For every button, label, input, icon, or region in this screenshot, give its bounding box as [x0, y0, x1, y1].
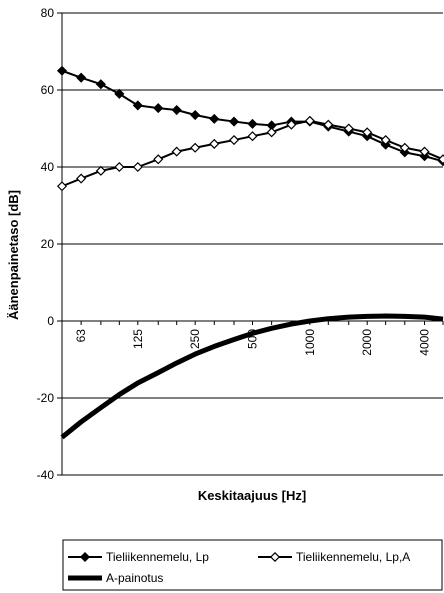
grid-layer — [62, 12, 443, 476]
series-1-point-18 — [399, 142, 410, 153]
y-tick-label-3: 20 — [41, 237, 55, 251]
series-0-point-1 — [76, 72, 87, 83]
series-1-point-16 — [362, 127, 373, 138]
y-tick-label-1: -20 — [37, 391, 55, 405]
x-tick-label-1: 125 — [131, 329, 145, 349]
legend-swatch-marker-1 — [269, 551, 281, 563]
series-1-point-5 — [153, 154, 164, 165]
legend-swatch-marker-0 — [79, 551, 91, 563]
series-1-point-10 — [247, 131, 258, 142]
series-1 — [56, 115, 444, 192]
series-0-point-4 — [132, 100, 143, 111]
y-tick-label-4: 40 — [41, 160, 55, 174]
series-1-point-20 — [437, 154, 444, 165]
y-tick-label-0: -40 — [37, 468, 55, 482]
legend-label-1: Tieliikennemelu, Lp,A — [296, 550, 410, 564]
series-0-point-2 — [95, 79, 106, 90]
legend: Tieliikennemelu, Lp Tieliikennemelu, Lp,A… — [62, 539, 443, 591]
y-tick-label-5: 60 — [41, 83, 55, 97]
series-1-point-13 — [304, 115, 315, 126]
series-0-point-6 — [171, 104, 182, 116]
x-tick-label-0: 63 — [74, 329, 88, 343]
series-1-point-2 — [95, 165, 106, 176]
series-1-point-1 — [76, 173, 87, 184]
series-1-point-11 — [266, 127, 277, 138]
series-0-point-8 — [209, 113, 220, 124]
x-axis-title: Keskitaajuus [Hz] — [198, 488, 306, 503]
series-1-point-3 — [114, 161, 125, 173]
series-layer — [56, 65, 444, 440]
x-tick-label-2: 250 — [188, 329, 202, 349]
y-tick-label-2: 0 — [47, 314, 54, 328]
series-0 — [56, 65, 444, 167]
x-tick-label-4: 1000 — [303, 329, 317, 356]
series-0-point-5 — [153, 103, 164, 114]
series-1-point-14 — [323, 119, 334, 130]
series-2-line — [60, 313, 444, 440]
series-1-point-17 — [380, 135, 391, 146]
series-0-point-10 — [247, 118, 258, 129]
series-0-point-7 — [190, 109, 201, 121]
x-tick-label-5: 2000 — [360, 329, 374, 356]
legend-box — [62, 539, 443, 591]
series-2 — [60, 313, 444, 440]
legend-label-0: Tieliikennemelu, Lp — [106, 550, 209, 564]
series-0-point-0 — [56, 65, 68, 76]
series-1-point-15 — [343, 123, 354, 134]
series-0-point-9 — [228, 116, 240, 127]
y-axis-title: Äänenpainetaso [dB] — [6, 190, 21, 320]
series-1-point-19 — [419, 146, 430, 157]
series-1-point-4 — [132, 161, 143, 173]
series-1-point-8 — [209, 138, 220, 149]
series-1-point-12 — [286, 119, 297, 130]
legend-label-2: A-painotus — [106, 571, 163, 585]
x-tick-label-6: 4000 — [418, 329, 432, 356]
series-1-point-7 — [190, 142, 201, 153]
series-1-line — [61, 119, 444, 188]
series-0-point-3 — [114, 88, 125, 99]
series-1-point-9 — [228, 135, 240, 146]
y-tick-label-6: 80 — [41, 6, 55, 20]
series-1-point-0 — [56, 181, 68, 192]
series-1-point-6 — [171, 146, 182, 157]
